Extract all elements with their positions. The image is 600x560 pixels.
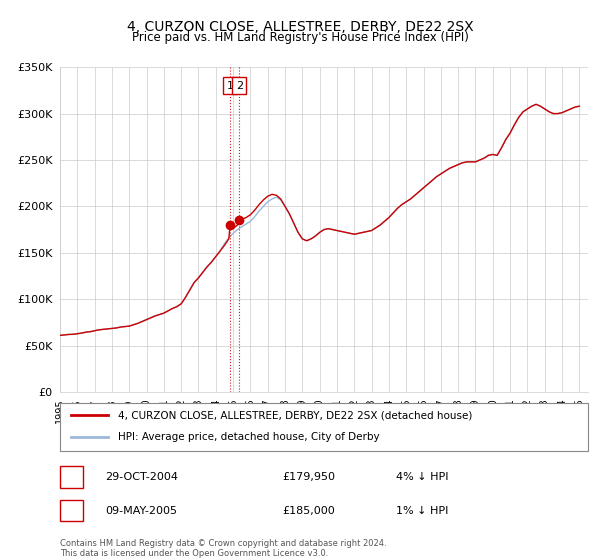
Text: Contains HM Land Registry data © Crown copyright and database right 2024.
This d: Contains HM Land Registry data © Crown c… bbox=[60, 539, 386, 558]
Text: 09-MAY-2005: 09-MAY-2005 bbox=[105, 506, 177, 516]
Text: 29-OCT-2004: 29-OCT-2004 bbox=[105, 472, 178, 482]
Text: Price paid vs. HM Land Registry's House Price Index (HPI): Price paid vs. HM Land Registry's House … bbox=[131, 31, 469, 44]
Text: 2: 2 bbox=[236, 81, 243, 91]
Text: 4, CURZON CLOSE, ALLESTREE, DERBY, DE22 2SX (detached house): 4, CURZON CLOSE, ALLESTREE, DERBY, DE22 … bbox=[118, 410, 472, 420]
Text: HPI: Average price, detached house, City of Derby: HPI: Average price, detached house, City… bbox=[118, 432, 380, 442]
Text: 1% ↓ HPI: 1% ↓ HPI bbox=[396, 506, 448, 516]
Text: £185,000: £185,000 bbox=[282, 506, 335, 516]
Text: £179,950: £179,950 bbox=[282, 472, 335, 482]
Text: 4% ↓ HPI: 4% ↓ HPI bbox=[396, 472, 449, 482]
Text: 1: 1 bbox=[227, 81, 233, 91]
Text: 2: 2 bbox=[67, 504, 76, 517]
FancyBboxPatch shape bbox=[60, 403, 588, 451]
Text: 4, CURZON CLOSE, ALLESTREE, DERBY, DE22 2SX: 4, CURZON CLOSE, ALLESTREE, DERBY, DE22 … bbox=[127, 20, 473, 34]
Text: 1: 1 bbox=[67, 470, 76, 484]
